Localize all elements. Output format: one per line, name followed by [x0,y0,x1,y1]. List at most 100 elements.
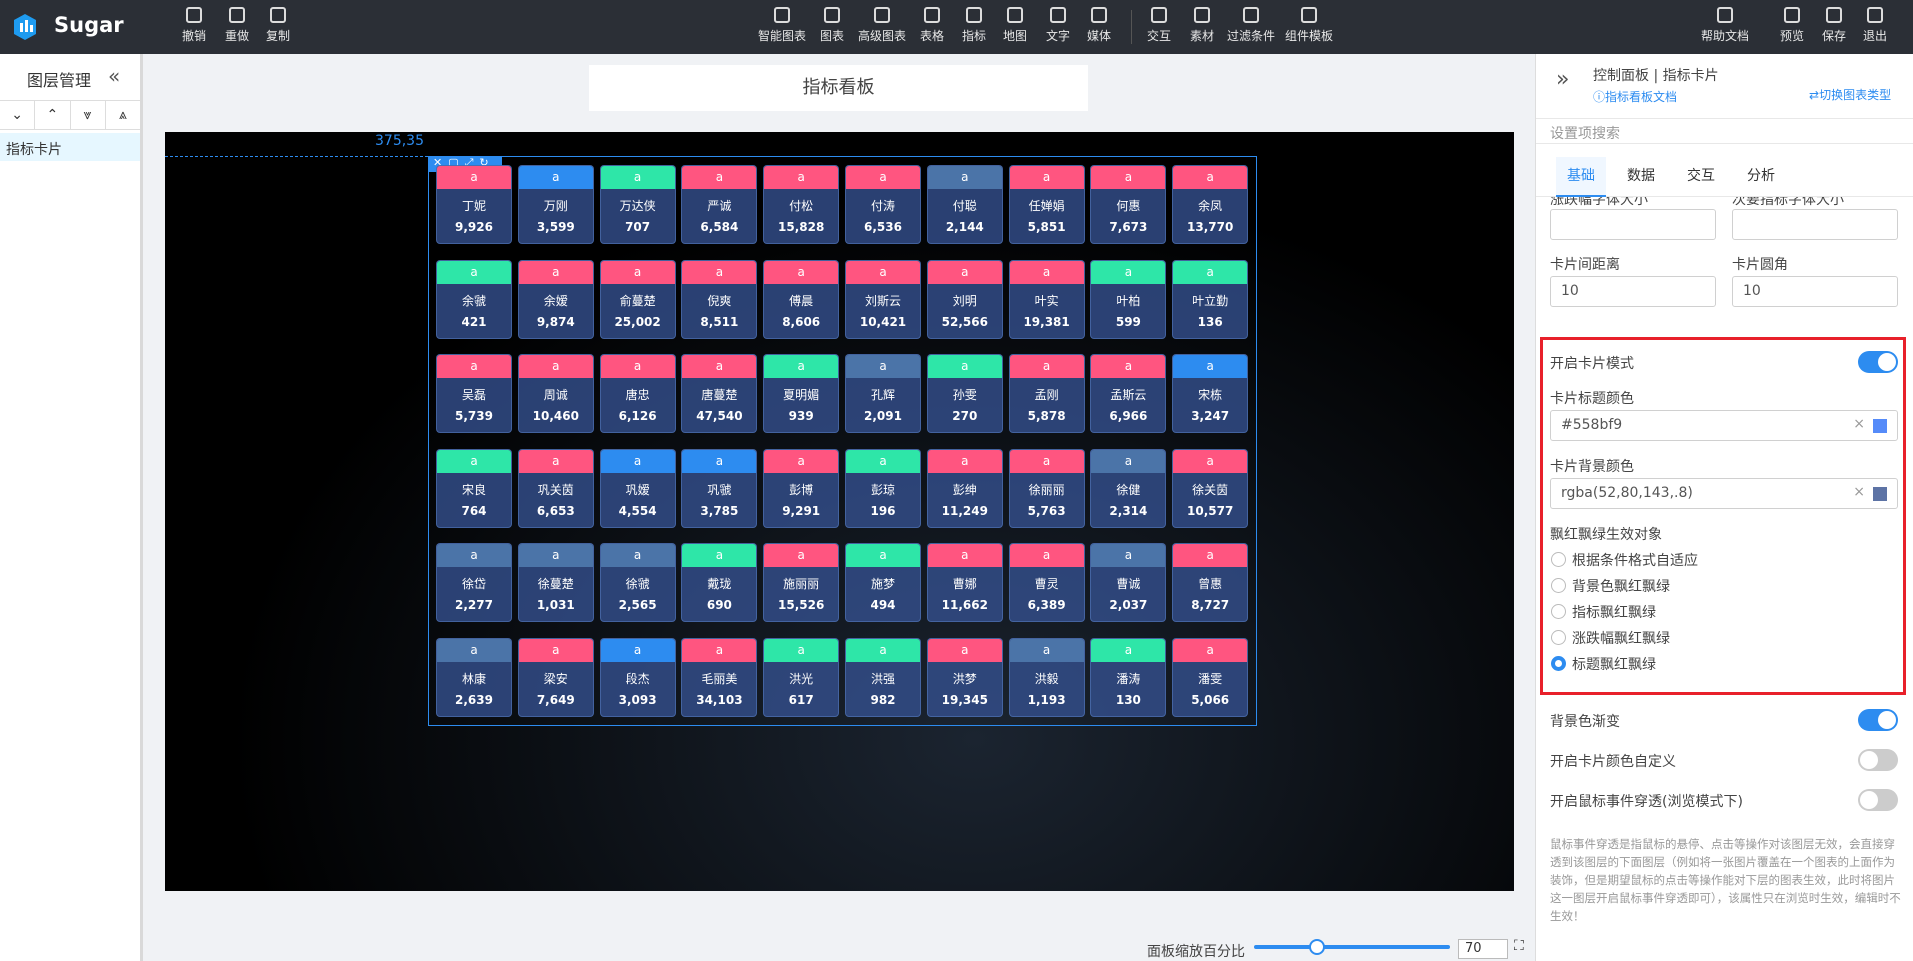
card-title: a [927,166,1002,189]
clear[interactable]: × [1853,416,1865,432]
tool-label[interactable]: 文字 [1045,29,1070,43]
card: a 付松 15,828 [763,165,840,244]
radio-label[interactable]: 指标飘红飘绿 [1572,605,1656,621]
color-swatch[interactable] [1873,419,1887,433]
tool-label[interactable]: 预览 [1779,29,1804,43]
card: a 曹灵 6,389 [1008,543,1085,622]
tool-icon [1091,7,1107,23]
tool-label[interactable]: 撤销 [181,29,206,43]
tool-button[interactable]: 撤销 [159,6,229,44]
tab[interactable]: 分析 [1747,168,1775,184]
tool-label[interactable]: 退出 [1862,29,1887,43]
tool-label[interactable]: 素材 [1189,29,1214,43]
doc-link-text[interactable]: 指标看板文档 [1605,90,1678,104]
tool-button[interactable]: 过滤条件 [1216,6,1286,44]
switch-text[interactable]: 切换图表类型 [1819,88,1892,102]
tool-button[interactable]: 重做 [202,6,272,44]
tool-label[interactable]: 智能图表 [757,29,806,43]
spacing-input[interactable]: 10 [1550,276,1716,307]
card-name: 万刚 [543,199,568,213]
tool-button[interactable]: 退出 [1840,6,1910,44]
tool-label[interactable]: 重做 [224,29,249,43]
tool-label[interactable]: 高级图表 [857,29,906,43]
card: a 孔辉 2,091 [845,354,921,433]
radio[interactable] [1551,630,1566,645]
card-name: 丁妮 [461,199,486,213]
expand-button[interactable]: » [1556,67,1570,92]
card: a 林康 2,639 [436,637,512,717]
radio-label[interactable]: 涨跌幅飘红飘绿 [1572,631,1670,647]
move-bottom[interactable]: ⩔ [71,101,106,129]
tool-label[interactable]: 组件模板 [1284,29,1333,43]
tab[interactable]: 交互 [1687,168,1715,184]
search[interactable]: 设置项搜索 [1536,118,1913,144]
tool-label[interactable]: 复制 [265,29,290,43]
tool-label[interactable]: 媒体 [1086,29,1111,43]
tool-button[interactable]: 预览 [1757,6,1827,44]
tool-label[interactable]: 保存 [1821,29,1846,43]
bg-color-input[interactable]: rgba(52,80,143,.8) × [1550,478,1898,509]
tool-label[interactable]: 指标 [961,29,986,43]
color-swatch[interactable] [1873,487,1887,501]
card-title: a [1173,166,1248,189]
tool-button[interactable]: 表格 [897,6,967,44]
radio[interactable] [1551,552,1566,567]
title-color-input[interactable]: #558bf9 × [1550,410,1898,441]
move-down[interactable]: ⌄ [0,101,36,129]
zoom-slider[interactable] [1254,945,1450,949]
radio-label[interactable]: 根据条件格式自适应 [1572,553,1698,569]
card-value: 6,389 [1027,598,1066,612]
tool-icon [924,7,940,23]
tool-button[interactable]: 素材 [1167,6,1237,44]
tool-button[interactable]: 高级图表 [847,6,917,44]
card-mode-toggle[interactable] [1858,351,1898,373]
tool-icon [1867,7,1883,23]
tool-label[interactable]: 图表 [819,29,844,43]
tool-label[interactable]: 地图 [1002,29,1027,43]
radio[interactable] [1551,604,1566,619]
switch-chart[interactable]: ⇄切换图表类型 [1809,88,1892,102]
tab[interactable]: 基础 [1556,157,1606,197]
tool-icon [874,7,890,23]
card-name: 俞蔓楚 [619,293,656,308]
clear[interactable]: × [1853,484,1865,500]
toggle[interactable] [1858,789,1898,811]
tool-button[interactable]: 交互 [1124,6,1194,44]
fullscreen-button[interactable]: ⛶ [1514,938,1524,954]
tool-button[interactable]: 媒体 [1064,6,1134,44]
toggle[interactable] [1858,749,1898,771]
tool-label[interactable]: 帮助文档 [1700,29,1749,43]
zoom-input[interactable]: 70 [1458,939,1508,959]
card-title: a [764,166,839,189]
tool-button[interactable]: 地图 [980,6,1050,44]
font-input[interactable] [1550,209,1716,240]
move-top[interactable]: ⩓ [118,107,127,123]
font-input[interactable] [1732,209,1898,240]
doc-link[interactable]: ⓘ指标看板文档 [1593,90,1678,104]
tool-button[interactable]: 智能图表 [747,6,817,44]
tool-label[interactable]: 交互 [1146,29,1171,43]
toggle[interactable] [1858,709,1898,731]
tool-button[interactable]: 图表 [797,6,867,44]
tool-button[interactable]: 组件模板 [1274,6,1344,44]
card-value: 6,584 [700,220,739,234]
tool-button[interactable]: 帮助文档 [1690,6,1760,44]
tool-label[interactable]: 过滤条件 [1226,29,1275,43]
radio[interactable] [1551,578,1566,593]
tool-button[interactable]: 指标 [939,6,1009,44]
tool-button[interactable]: 保存 [1799,6,1869,44]
tab[interactable]: 数据 [1627,168,1655,184]
radio-label[interactable]: 背景色飘红飘绿 [1572,579,1670,595]
radio[interactable] [1551,656,1566,671]
selection-box[interactable] [428,156,1257,726]
card: a 余虢 421 [436,259,512,339]
tool-button[interactable]: 复制 [243,6,313,44]
radio-label[interactable]: 标题飘红飘绿 [1572,657,1656,673]
radius-input[interactable]: 10 [1732,276,1898,307]
collapse-button[interactable]: « [108,64,121,88]
tool-button[interactable]: 文字 [1023,6,1093,44]
zoom-handle[interactable] [1309,939,1325,955]
tool-label[interactable]: 表格 [919,29,944,43]
layer-item[interactable]: 指标卡片 [0,133,140,161]
move-up[interactable]: ⌃ [35,101,71,129]
